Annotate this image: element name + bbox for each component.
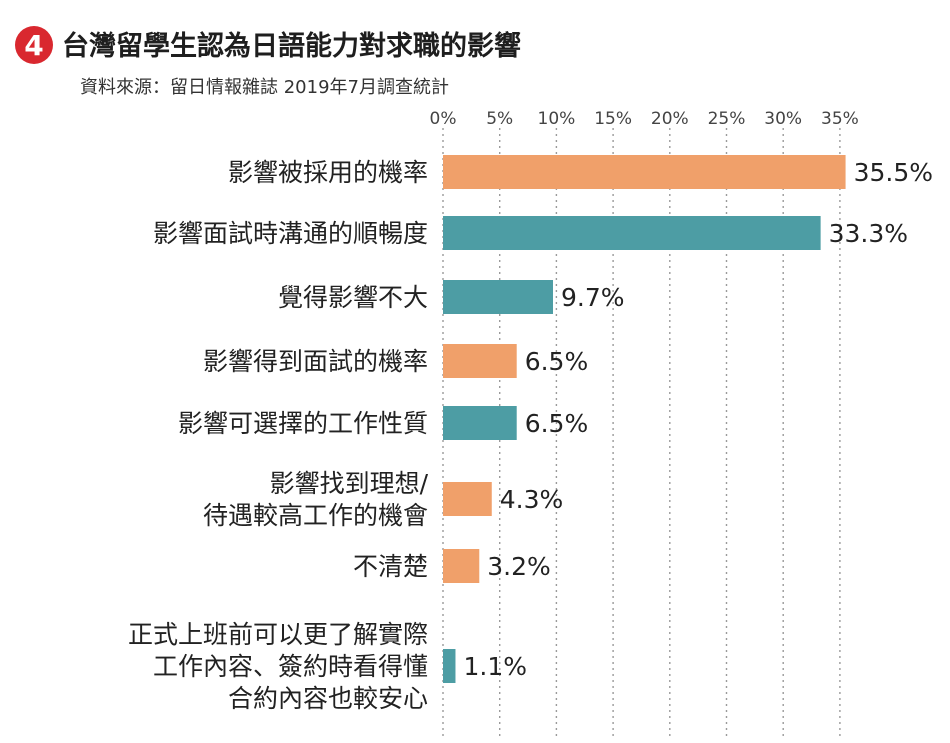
bar-value-label: 6.5% (525, 409, 589, 438)
category-label: 影響面試時溝通的順暢度 (153, 219, 428, 248)
bar-value-label: 4.3% (500, 485, 564, 514)
value-labels: 35.5% 33.3% 9.7% 6.5% 6.5% 4.3% 3.2% 1.1% (463, 158, 933, 681)
bar (443, 280, 553, 314)
x-tick-label: 20% (651, 109, 689, 129)
category-label: 正式上班前可以更了解實際工作內容、簽約時看得懂合約內容也較安心 (128, 620, 428, 713)
bar-value-label: 33.3% (829, 219, 908, 248)
bar (443, 549, 480, 583)
bar (443, 649, 456, 683)
chart-title: 台灣留學生認為日語能力對求職的影響 (62, 30, 521, 62)
bar-value-label: 3.2% (487, 552, 551, 581)
bar (443, 482, 492, 516)
category-label: 不清楚 (353, 552, 428, 581)
category-label: 影響可選擇的工作性質 (178, 409, 428, 438)
x-tick-label: 5% (486, 109, 513, 129)
x-tick-label: 15% (594, 109, 632, 129)
category-label: 影響被採用的機率 (228, 158, 428, 187)
number-badge (15, 26, 53, 64)
chart-subtitle: 資料來源：留日情報雜誌 2019年7月調查統計 (80, 77, 449, 98)
x-axis-ticks: 0% 5% 10% 15% 20% 25% 30% 35% (430, 109, 859, 129)
x-tick-label: 25% (708, 109, 746, 129)
category-label: 影響得到面試的機率 (203, 347, 428, 376)
category-label: 覺得影響不大 (278, 283, 428, 312)
category-labels: 影響被採用的機率影響面試時溝通的順暢度覺得影響不大影響得到面試的機率影響可選擇的… (128, 158, 429, 713)
x-tick-label: 35% (821, 109, 859, 129)
number-badge-label: 4 (24, 29, 43, 62)
bar-value-label: 9.7% (561, 283, 625, 312)
bar-value-label: 6.5% (525, 347, 589, 376)
bar-value-label: 35.5% (854, 158, 933, 187)
x-tick-label: 0% (430, 109, 457, 129)
bar (443, 216, 821, 250)
bar (443, 155, 846, 189)
bars (443, 155, 846, 683)
bar (443, 406, 517, 440)
bar (443, 344, 517, 378)
x-tick-label: 10% (538, 109, 576, 129)
bar-value-label: 1.1% (463, 652, 527, 681)
category-label: 影響找到理想/待遇較高工作的機會 (203, 469, 429, 530)
x-tick-label: 30% (764, 109, 802, 129)
